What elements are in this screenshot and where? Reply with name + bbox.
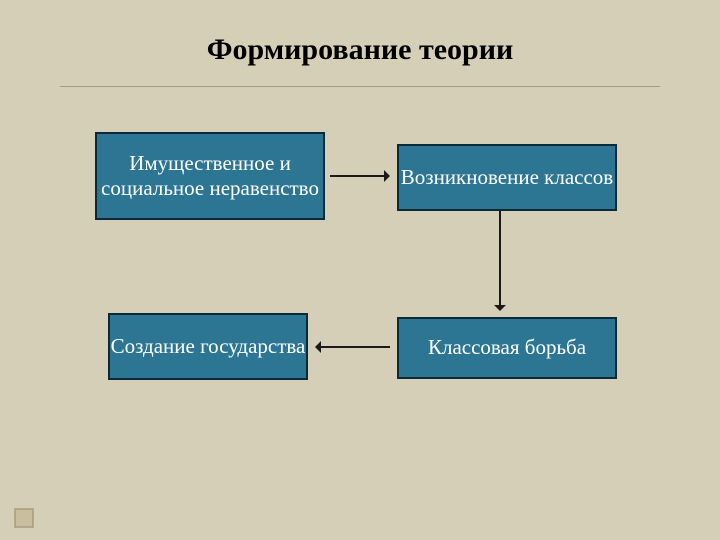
node-inequality: Имущественное и социальное неравенство (95, 132, 325, 220)
node-label: Имущественное и социальное неравенство (97, 151, 323, 201)
arrow-struggle-to-state (321, 346, 390, 348)
slide-canvas: Формирование теории Имущественное и соци… (0, 0, 720, 540)
node-label: Классовая борьба (428, 335, 586, 360)
arrow-head-icon (494, 305, 506, 311)
arrow-head-icon (315, 341, 321, 353)
arrow-classes-to-struggle (499, 211, 501, 305)
title-divider (60, 86, 660, 87)
page-title: Формирование теории (0, 33, 720, 67)
node-label: Возникновение классов (401, 165, 613, 190)
arrow-inequality-to-classes (330, 175, 384, 177)
arrow-head-icon (384, 170, 390, 182)
node-class-struggle: Классовая борьба (397, 317, 617, 379)
node-label: Создание государства (111, 334, 306, 359)
node-state-creation: Создание государства (108, 313, 308, 380)
node-classes-emergence: Возникновение классов (397, 144, 617, 211)
corner-ornament-icon (12, 506, 36, 530)
